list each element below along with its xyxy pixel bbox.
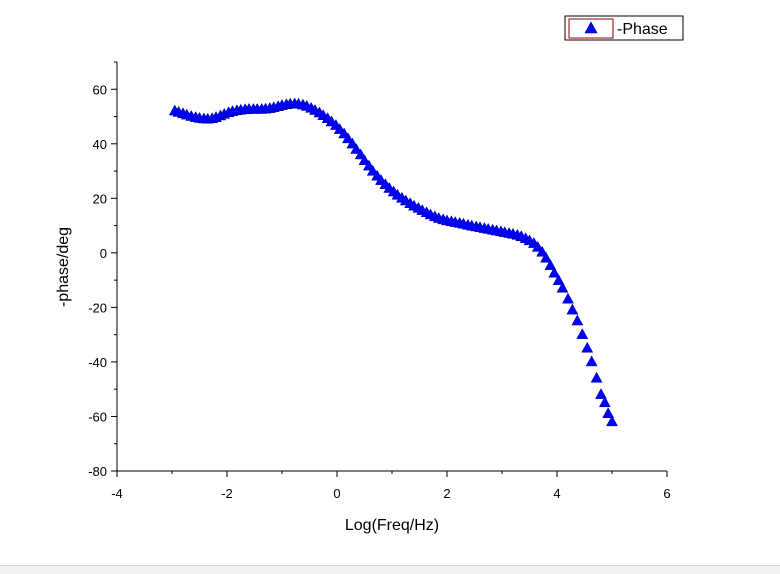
data-point [595, 388, 607, 399]
data-point [552, 274, 565, 285]
legend-entry-label: -Phase [617, 21, 668, 38]
data-points [168, 97, 618, 427]
x-tick-label: 2 [443, 486, 450, 501]
data-point [590, 371, 603, 383]
data-point [576, 328, 589, 339]
y-tick-label: -40 [88, 355, 107, 370]
legend: -Phase [564, 15, 684, 41]
data-point [540, 251, 552, 263]
x-tick-label: -4 [111, 486, 123, 501]
y-tick-label: 20 [93, 191, 107, 206]
data-point [342, 132, 354, 144]
y-tick-label: -20 [88, 300, 107, 315]
y-tick-label: -60 [88, 409, 107, 424]
x-tick-label: 4 [553, 486, 560, 501]
data-point [350, 143, 363, 154]
legend-marker-frame [568, 18, 614, 39]
window-bottom-strip [0, 565, 780, 574]
y-axis-label: -phase/deg [55, 227, 72, 307]
x-tick-label: 6 [663, 486, 670, 501]
data-point [544, 259, 557, 270]
legend-marker-icon [584, 21, 598, 34]
data-point [598, 396, 611, 408]
data-point [581, 341, 594, 353]
data-point [548, 266, 561, 278]
data-point [566, 303, 579, 315]
data-point [585, 355, 598, 367]
data-point [606, 415, 618, 427]
x-tick-label: -2 [221, 486, 233, 501]
data-point [602, 407, 615, 418]
legend-box [564, 15, 684, 41]
data-point [358, 154, 371, 165]
data-point [562, 292, 574, 304]
y-tick-label: 60 [93, 82, 107, 97]
y-tick-label: -80 [88, 464, 107, 479]
x-axis-label: Log(Freq/Hz) [345, 517, 439, 534]
x-tick-label: 0 [333, 486, 340, 501]
y-tick-label: 40 [93, 137, 107, 152]
data-point [571, 314, 584, 326]
data-point [556, 281, 569, 293]
y-tick-label: 0 [100, 246, 107, 261]
